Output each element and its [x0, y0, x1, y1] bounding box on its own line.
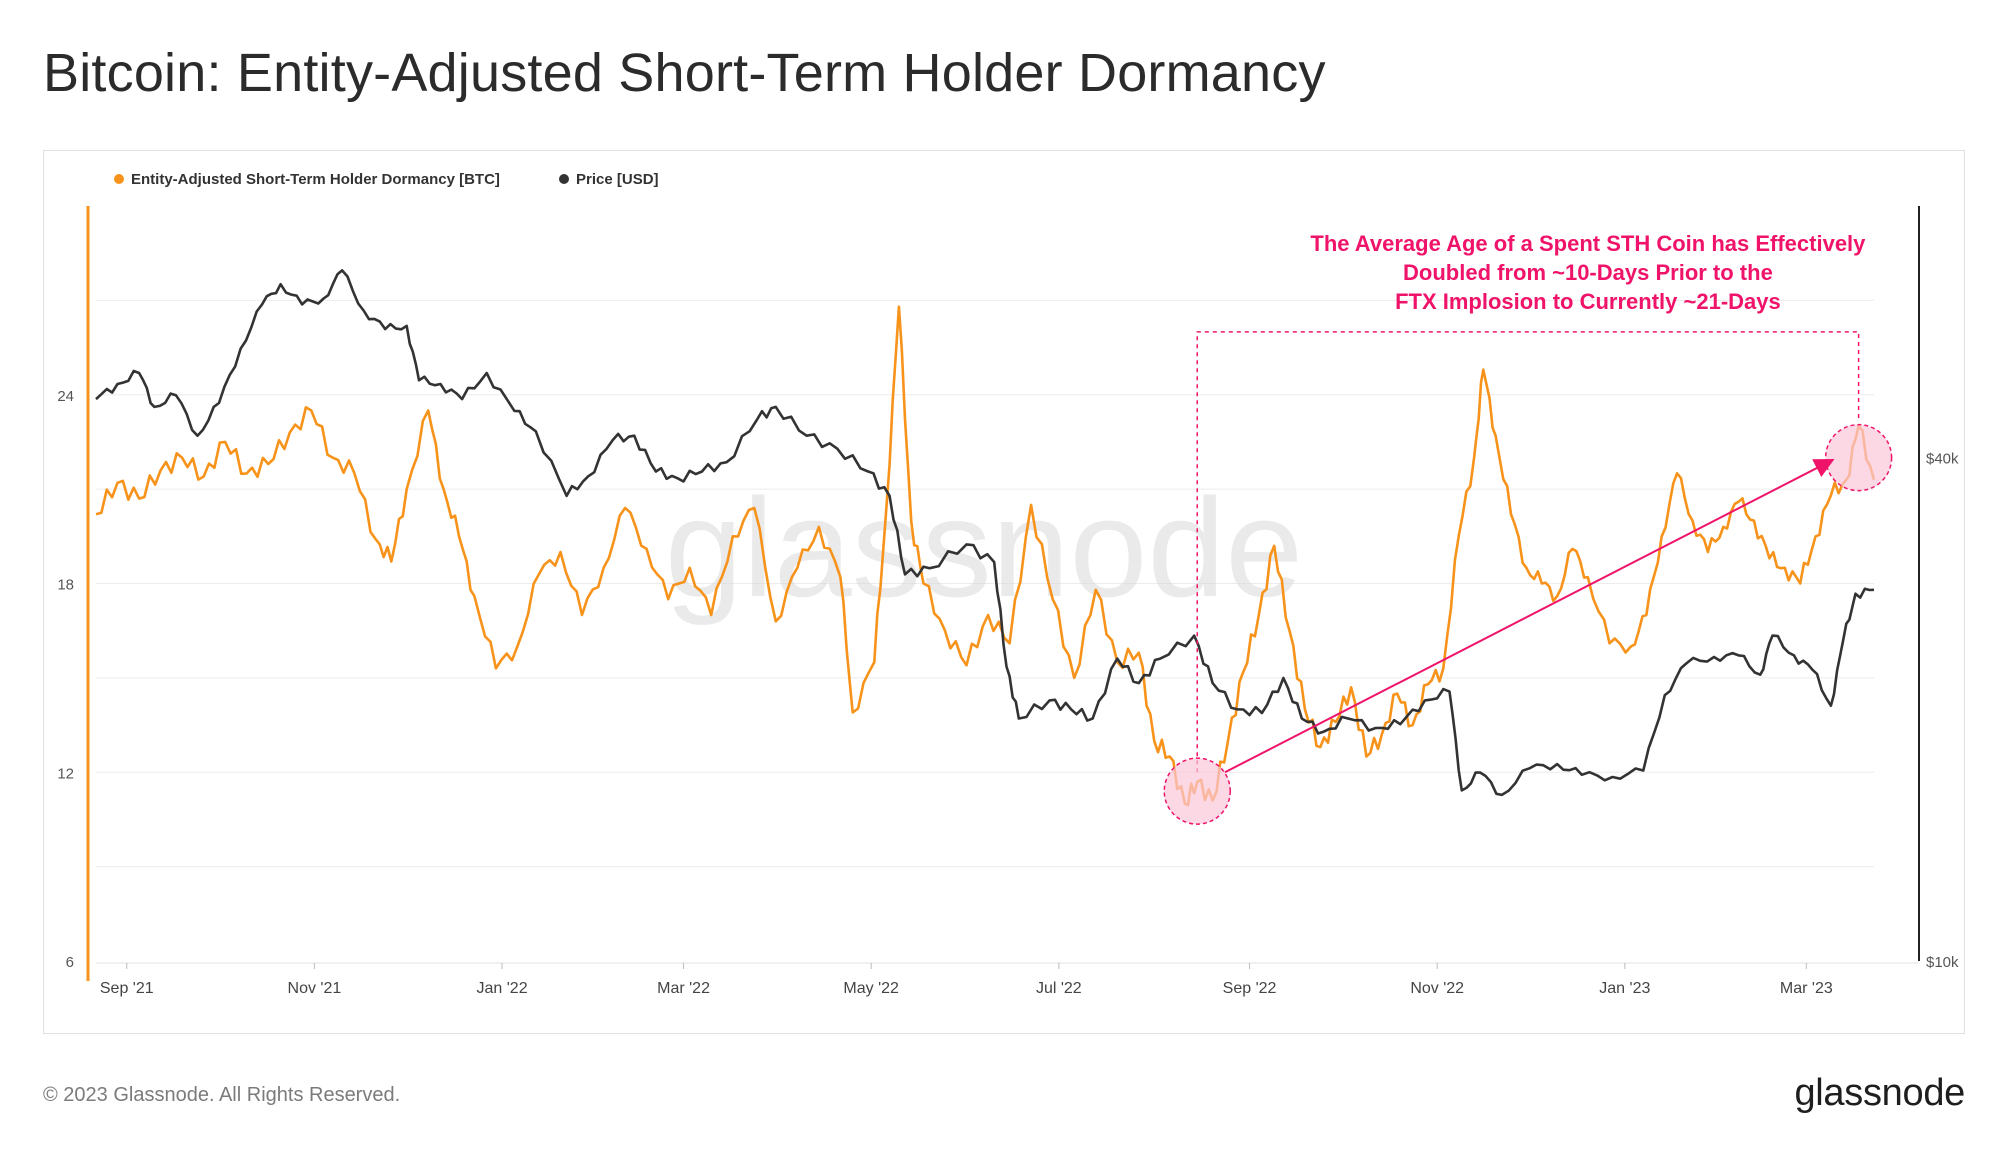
grid-lines: [96, 299, 1874, 868]
highlight-circle: [1824, 423, 1893, 492]
x-tick-label: Jan '23: [1599, 980, 1650, 997]
y-left-tick-label: 18: [57, 577, 74, 594]
legend-swatch: [559, 174, 569, 184]
axes: 6 12 18 24 $10k $40k Sep '21 Nov '21 Jan '22 Mar …: [57, 206, 1959, 997]
x-tick-label: May '22: [843, 980, 899, 997]
price-series-line: [95, 269, 1875, 797]
annotation-text-line: FTX Implosion to Currently ~21-Days: [1395, 289, 1781, 314]
x-tick-label: Mar '22: [657, 980, 710, 997]
annotation-text-line: The Average Age of a Spent STH Coin has …: [1310, 231, 1866, 256]
y-left-tick-label: 6: [66, 954, 74, 971]
series-lines: [95, 269, 1876, 807]
x-tick-label: Mar '23: [1780, 980, 1833, 997]
copyright-text: © 2023 Glassnode. All Rights Reserved.: [43, 1084, 401, 1106]
legend-swatch: [114, 174, 124, 184]
annotation-text-line: Doubled from ~10-Days Prior to the: [1403, 260, 1773, 285]
y-left-tick-label: 24: [57, 388, 74, 405]
legend: Entity-Adjusted Short-Term Holder Dorman…: [114, 171, 659, 188]
highlight-circle: [1163, 757, 1232, 825]
legend-label: Price [USD]: [576, 171, 659, 188]
x-tick-label: Sep '22: [1223, 980, 1277, 997]
glassnode-logo: glassnode: [1794, 1072, 1965, 1114]
x-tick-label: Sep '21: [100, 980, 154, 997]
y-left-tick-label: 12: [57, 765, 74, 782]
y-right-tick-label: $10k: [1926, 954, 1959, 971]
watermark-text: glassnode: [665, 469, 1303, 626]
dormancy-series-line: [95, 305, 1876, 807]
chart-container: glassnode 6 12 18 24 $10k $40k Sep '21 Nov '21 J…: [43, 150, 1965, 1034]
x-tick-label: Jul '22: [1036, 980, 1082, 997]
page-title: Bitcoin: Entity-Adjusted Short-Term Hold…: [43, 43, 1326, 103]
x-tick-label: Jan '22: [477, 980, 528, 997]
x-tick-label: Nov '22: [1410, 980, 1464, 997]
legend-label: Entity-Adjusted Short-Term Holder Dorman…: [131, 171, 500, 188]
annotations: The Average Age of a Spent STH Coin has …: [1163, 231, 1893, 825]
x-tick-label: Nov '21: [288, 980, 342, 997]
y-right-tick-label: $40k: [1926, 451, 1959, 468]
annotation-dashed-bracket: [1196, 331, 1860, 773]
trend-arrow: [1224, 458, 1835, 774]
dormancy-price-chart: glassnode 6 12 18 24 $10k $40k Sep '21 Nov '21 J…: [57, 171, 1959, 997]
